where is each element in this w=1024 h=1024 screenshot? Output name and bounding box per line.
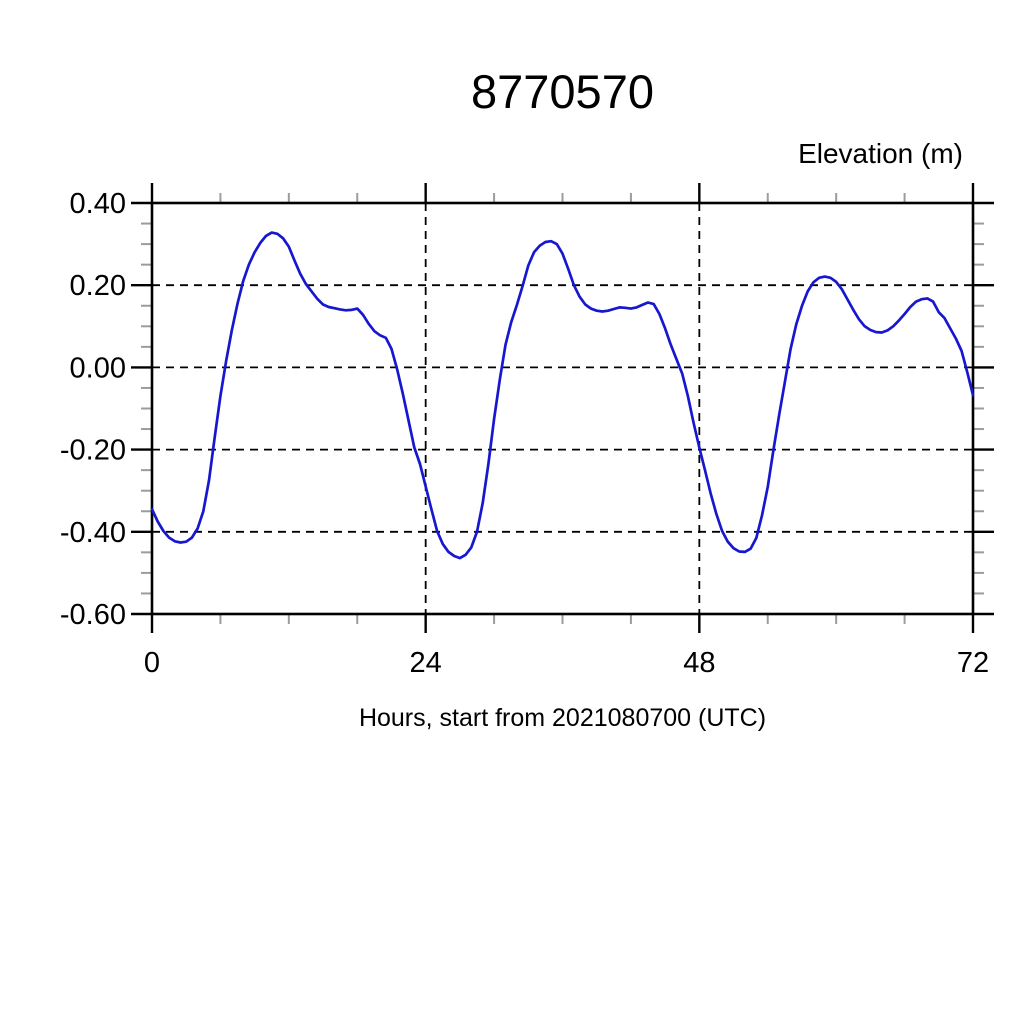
y-tick-label: -0.20	[60, 435, 126, 467]
y-tick-label: 0.20	[70, 270, 126, 302]
y-axis-annotation: Elevation (m)	[798, 138, 963, 169]
x-axis-label: Hours, start from 2021080700 (UTC)	[358, 704, 767, 732]
elevation-curve	[150, 231, 975, 560]
y-tick-label: 0.40	[70, 188, 126, 220]
x-tick-label: 48	[683, 647, 715, 679]
x-tick-label: 72	[957, 647, 989, 679]
y-tick-label: 0.00	[70, 352, 126, 384]
x-tick-label: 24	[410, 647, 442, 679]
plot-frame	[150, 201, 975, 616]
x-tick-label: 0	[144, 647, 160, 679]
y-tick-label: -0.40	[60, 517, 126, 549]
y-tick-label: -0.60	[60, 599, 126, 631]
page-title: 8770570	[471, 65, 654, 118]
